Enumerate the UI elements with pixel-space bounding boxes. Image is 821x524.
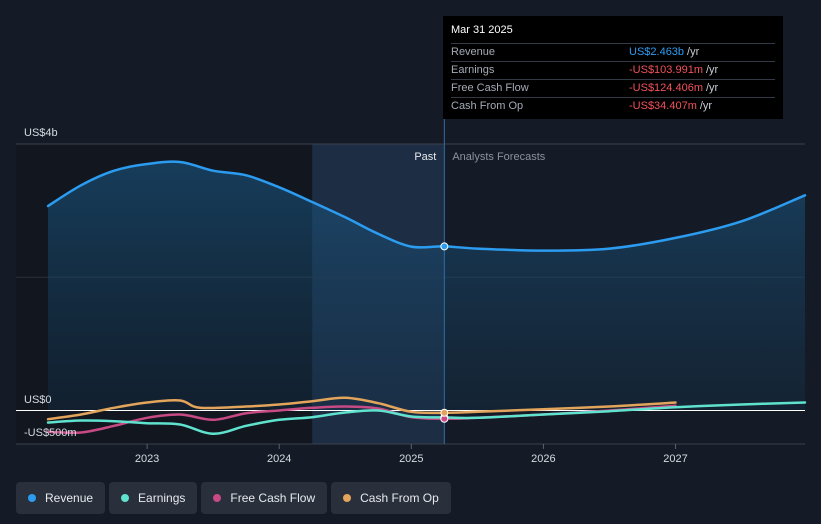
y-tick-label-top: US$4b: [24, 127, 58, 139]
legend-dot-icon: [28, 494, 36, 502]
x-tick-label: 2025: [399, 453, 423, 465]
tooltip-row-earnings: Earnings -US$103.991m /yr: [451, 61, 775, 79]
hover-marker-cfo: [440, 408, 449, 417]
tooltip-label: Free Cash Flow: [451, 82, 529, 94]
legend-dot-icon: [121, 494, 130, 502]
series-line-earnings: [46, 401, 807, 436]
legend-item-cfo[interactable]: Cash From Op: [331, 482, 451, 514]
legend-label: Earnings: [138, 491, 186, 505]
y-tick-label-zero: US$0: [24, 394, 52, 406]
legend-item-earnings[interactable]: Earnings: [109, 482, 198, 514]
tooltip-unit: /yr: [699, 100, 713, 112]
tooltip-value: -US$103.991m: [629, 64, 703, 76]
legend-item-revenue[interactable]: Revenue: [16, 482, 106, 514]
tooltip-row-fcf: Free Cash Flow -US$124.406m /yr: [451, 79, 775, 97]
legend-label: Cash From Op: [360, 491, 439, 505]
forecast-label: Analysts Forecasts: [452, 151, 545, 163]
tooltip-value: -US$34.407m: [629, 100, 697, 112]
series-line-revenue: [46, 160, 807, 252]
x-tick-label: 2027: [663, 453, 687, 465]
tooltip-row-cfo: Cash From Op -US$34.407m /yr: [451, 97, 775, 115]
tooltip-unit: /yr: [687, 46, 700, 58]
tooltip-value: US$2.463b: [629, 46, 685, 58]
hover-marker-revenue: [440, 242, 449, 251]
series-line-cfo: [46, 396, 677, 421]
x-tick-label: 2026: [531, 453, 555, 465]
tooltip-value: -US$124.406m: [629, 82, 703, 94]
x-tick-label: 2023: [135, 453, 159, 465]
legend: Revenue Earnings Free Cash Flow Cash Fro…: [16, 482, 451, 514]
tooltip-date: Mar 31 2025: [451, 24, 513, 36]
past-label: Past: [414, 151, 436, 163]
x-tick-label: 2024: [267, 453, 291, 465]
tooltip-row-revenue: Revenue US$2.463b /yr: [451, 43, 775, 61]
legend-dot-icon: [213, 494, 222, 502]
tooltip-unit: /yr: [706, 64, 719, 76]
legend-label: Free Cash Flow: [230, 491, 316, 505]
tooltip-label: Earnings: [451, 64, 495, 76]
legend-item-fcf[interactable]: Free Cash Flow: [201, 482, 328, 514]
legend-dot-icon: [343, 494, 352, 502]
legend-label: Revenue: [45, 491, 94, 505]
y-tick-label-neg: -US$500m: [24, 427, 77, 439]
tooltip-unit: /yr: [706, 82, 719, 94]
tooltip-label: Cash From Op: [451, 100, 524, 112]
revenue-area: [48, 161, 805, 411]
tooltip-label: Revenue: [451, 46, 496, 58]
tooltip: Mar 31 2025 Revenue US$2.463b /yr Earnin…: [443, 16, 783, 119]
